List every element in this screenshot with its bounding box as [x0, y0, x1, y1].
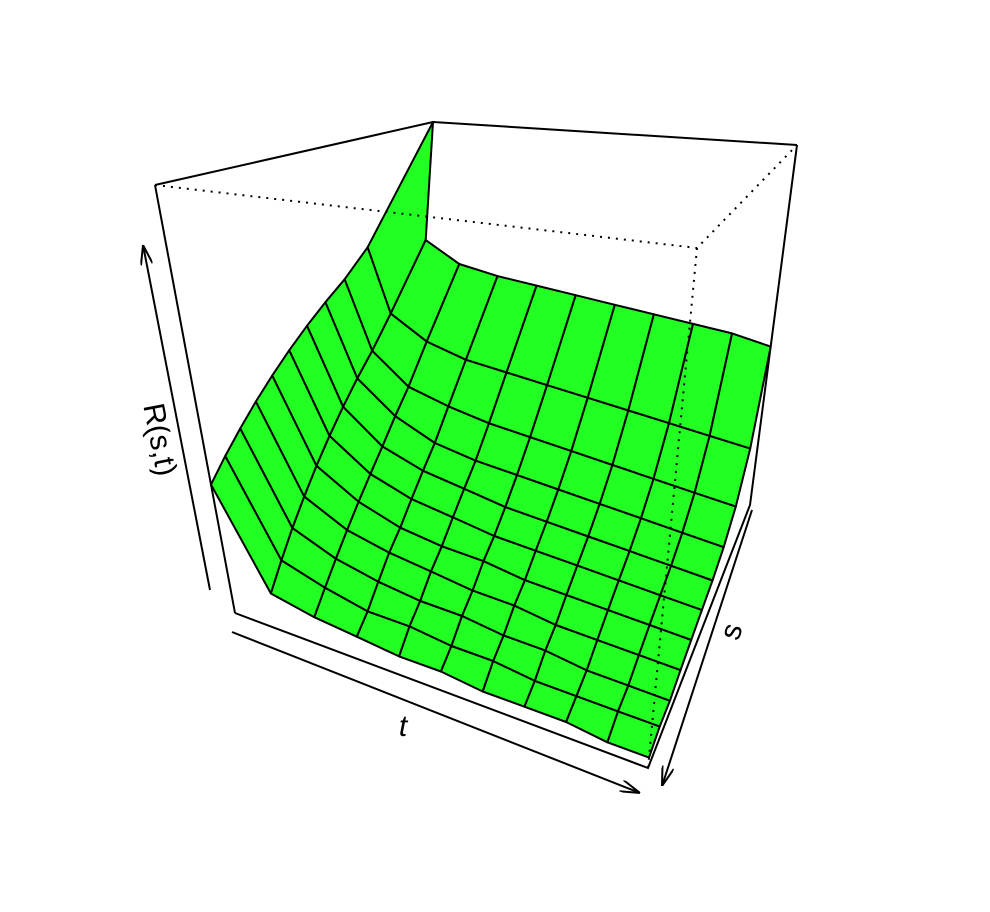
box-hidden-edge: [154, 144, 798, 250]
box-edge: [234, 504, 751, 770]
s-axis-arrow: [662, 509, 753, 786]
box-edge: [749, 144, 798, 506]
box-edge: [154, 120, 798, 186]
t-axis-arrow: [231, 631, 640, 793]
y-axis-label: s: [713, 619, 749, 643]
surface-facet: [606, 710, 661, 759]
z-axis-arrow: [143, 245, 211, 591]
box-edge: [154, 184, 236, 614]
surface: [210, 121, 772, 759]
box-hidden-edges: [154, 144, 798, 769]
x-axis-label: t: [399, 710, 409, 743]
